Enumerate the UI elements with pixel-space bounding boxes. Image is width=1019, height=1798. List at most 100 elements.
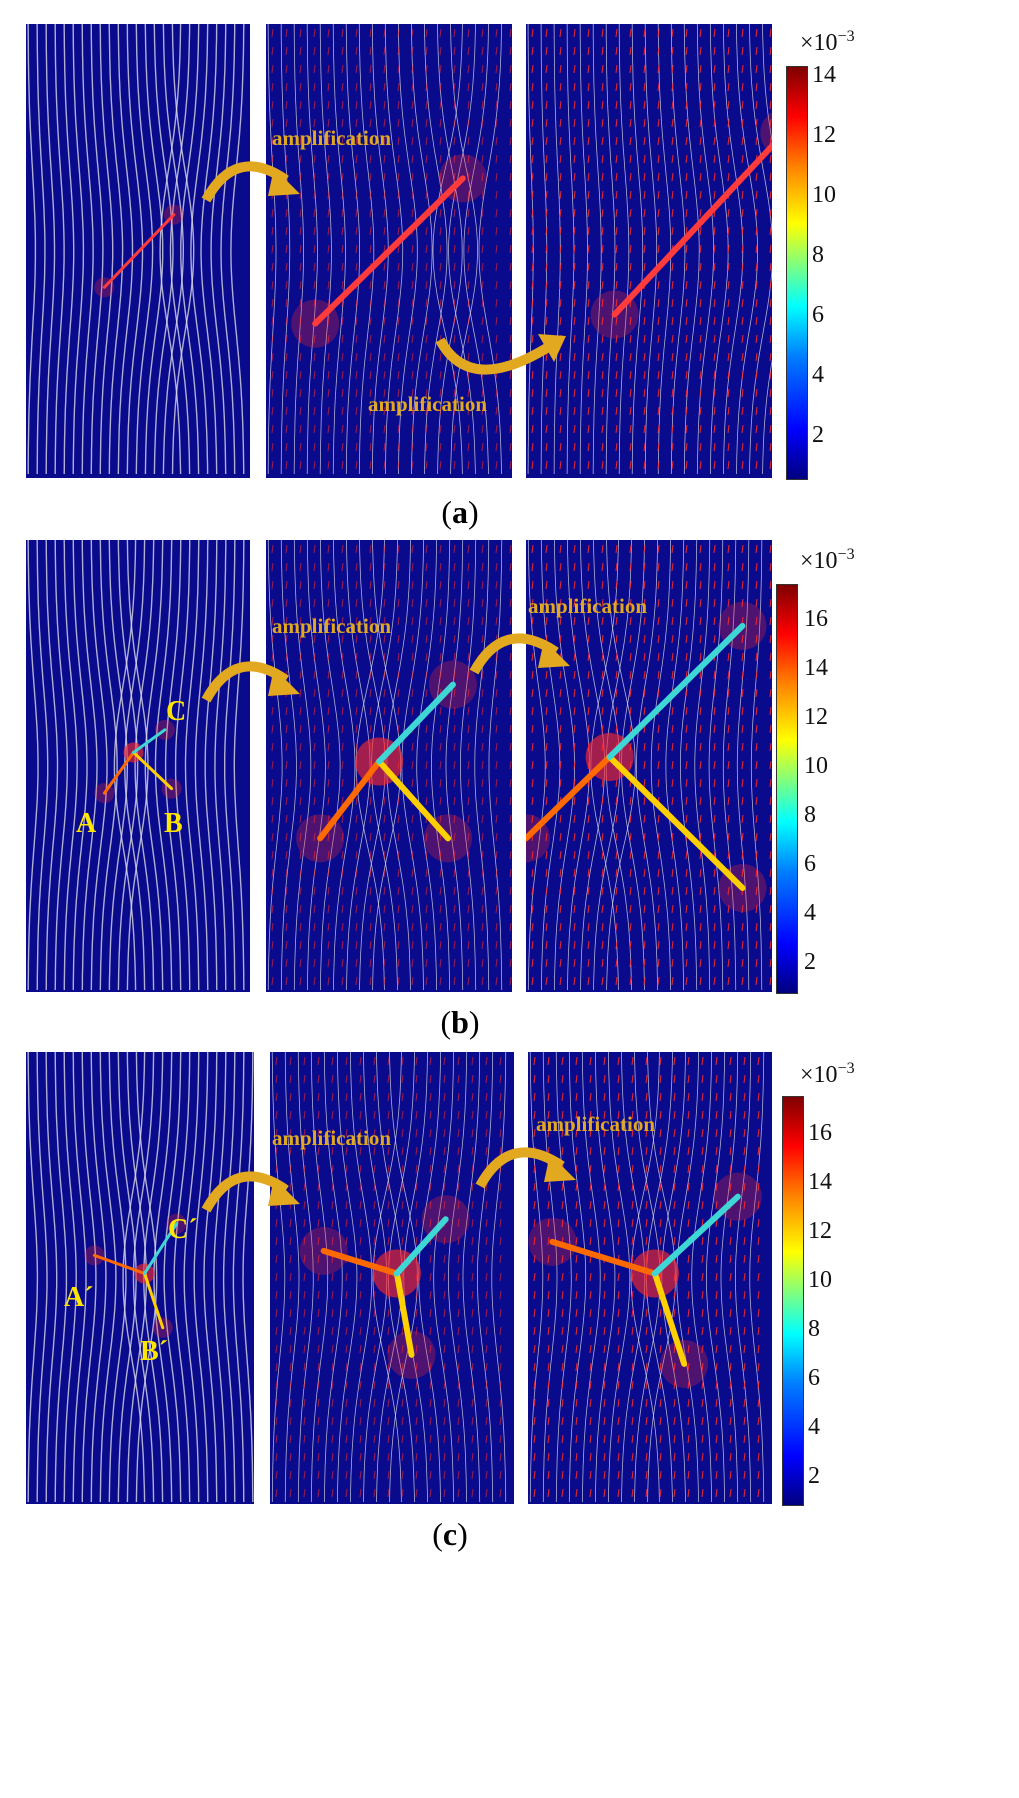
point-label-a: A bbox=[76, 808, 97, 839]
streamline bbox=[132, 1052, 155, 1503]
streamline bbox=[708, 540, 724, 990]
streamline bbox=[190, 24, 209, 474]
streamline bbox=[418, 1052, 441, 1503]
fracture-tip-glow bbox=[526, 814, 550, 863]
fracture-segment bbox=[92, 1253, 147, 1275]
streamline bbox=[63, 24, 75, 475]
streamline bbox=[306, 24, 318, 475]
streamline bbox=[555, 1052, 572, 1503]
streamline bbox=[749, 24, 772, 475]
streamline bbox=[722, 540, 737, 990]
fracture-segment bbox=[132, 728, 167, 754]
point-label-a-prime: A´ bbox=[64, 1282, 94, 1313]
streamline bbox=[333, 540, 356, 991]
figure-row-b: A B C amplification amplification ×10−3 … bbox=[26, 540, 855, 1040]
fracture-segment bbox=[606, 622, 746, 760]
streamline bbox=[474, 540, 490, 990]
colorbar-tick-label: 14 bbox=[808, 1169, 832, 1195]
colorbar-tick-label: 4 bbox=[808, 1414, 820, 1440]
streamline bbox=[163, 1052, 182, 1503]
caption-letter-a: a bbox=[452, 494, 468, 530]
streamline bbox=[650, 540, 671, 991]
panel-a-zoom2 bbox=[526, 24, 772, 478]
streamline bbox=[450, 24, 478, 475]
streamline bbox=[213, 1052, 227, 1503]
streamline bbox=[54, 24, 65, 474]
fracture-segment bbox=[611, 141, 772, 318]
streamline bbox=[676, 1052, 699, 1503]
velocity-vectors bbox=[275, 1056, 502, 1498]
streamline bbox=[478, 24, 502, 475]
streamline bbox=[736, 24, 758, 475]
streamline bbox=[180, 24, 200, 475]
streamline bbox=[386, 540, 411, 991]
streamline bbox=[462, 1052, 481, 1503]
streamline bbox=[581, 1052, 601, 1502]
curved-arrow-icon bbox=[201, 661, 300, 703]
streamline bbox=[280, 24, 291, 474]
streamline bbox=[81, 24, 94, 475]
streamline bbox=[27, 1052, 39, 1502]
streamline bbox=[567, 540, 590, 991]
curved-arrow-icon bbox=[435, 334, 566, 375]
streamline bbox=[27, 540, 39, 990]
panel-b-overview bbox=[26, 540, 250, 992]
colorbar-tick-label: 14 bbox=[812, 62, 836, 88]
streamline bbox=[680, 540, 698, 991]
streamline bbox=[63, 540, 78, 990]
exponent-power: −3 bbox=[837, 546, 855, 563]
streamline bbox=[542, 1052, 558, 1502]
streamline bbox=[81, 1052, 97, 1502]
caption-b: (b) bbox=[440, 1004, 480, 1040]
fracture-segment bbox=[317, 758, 383, 842]
streamline bbox=[36, 540, 49, 991]
flow-field-a1 bbox=[27, 24, 245, 475]
fracture-segment bbox=[651, 1270, 688, 1367]
streamline bbox=[694, 540, 711, 991]
colorbar-tick-label: 12 bbox=[812, 122, 836, 148]
amplification-label-b1: amplification bbox=[272, 614, 391, 638]
streamline bbox=[90, 24, 104, 474]
streamline bbox=[762, 24, 772, 475]
streamline bbox=[184, 540, 200, 990]
fracture-tip-glow bbox=[760, 112, 772, 154]
exponent-power: −3 bbox=[837, 28, 855, 45]
streamline bbox=[595, 1052, 616, 1503]
fracture-segment bbox=[143, 1271, 165, 1330]
velocity-vectors bbox=[531, 28, 772, 470]
streamline bbox=[372, 1052, 402, 1503]
streamline bbox=[491, 1052, 507, 1502]
streamline bbox=[448, 24, 476, 475]
streamline bbox=[476, 1052, 494, 1503]
exponent-base: ×10 bbox=[800, 30, 838, 56]
streamline bbox=[99, 1052, 117, 1503]
streamline bbox=[363, 1052, 388, 1503]
colorbar-tick-label: 6 bbox=[812, 302, 824, 328]
streamline bbox=[122, 1052, 146, 1503]
curved-arrow-icon bbox=[475, 1147, 576, 1189]
velocity-vectors bbox=[531, 544, 772, 986]
streamline bbox=[242, 1052, 254, 1502]
streamline bbox=[332, 24, 346, 474]
colorbar-exponent-a: ×10−3 bbox=[800, 28, 855, 57]
fracture-segment bbox=[376, 681, 456, 765]
streamline bbox=[45, 540, 59, 991]
colorbar-tick-label: 10 bbox=[804, 753, 828, 779]
streamline bbox=[193, 1052, 209, 1502]
colorbar-c bbox=[782, 1096, 804, 1506]
colorbar-tick-label: 16 bbox=[808, 1120, 832, 1146]
streamline bbox=[488, 540, 503, 990]
caption-a: (a) bbox=[441, 494, 479, 530]
streamline bbox=[99, 24, 114, 474]
exponent-power: −3 bbox=[837, 1060, 855, 1077]
streamline bbox=[183, 1052, 200, 1503]
streamline bbox=[284, 1052, 300, 1502]
streamline bbox=[358, 24, 375, 475]
caption-letter-b: b bbox=[451, 1004, 469, 1040]
amplification-label-a2: amplification bbox=[368, 392, 487, 416]
streamline bbox=[200, 24, 218, 475]
streamline bbox=[36, 24, 46, 474]
fracture-segment bbox=[102, 750, 136, 795]
streamline bbox=[81, 540, 98, 991]
